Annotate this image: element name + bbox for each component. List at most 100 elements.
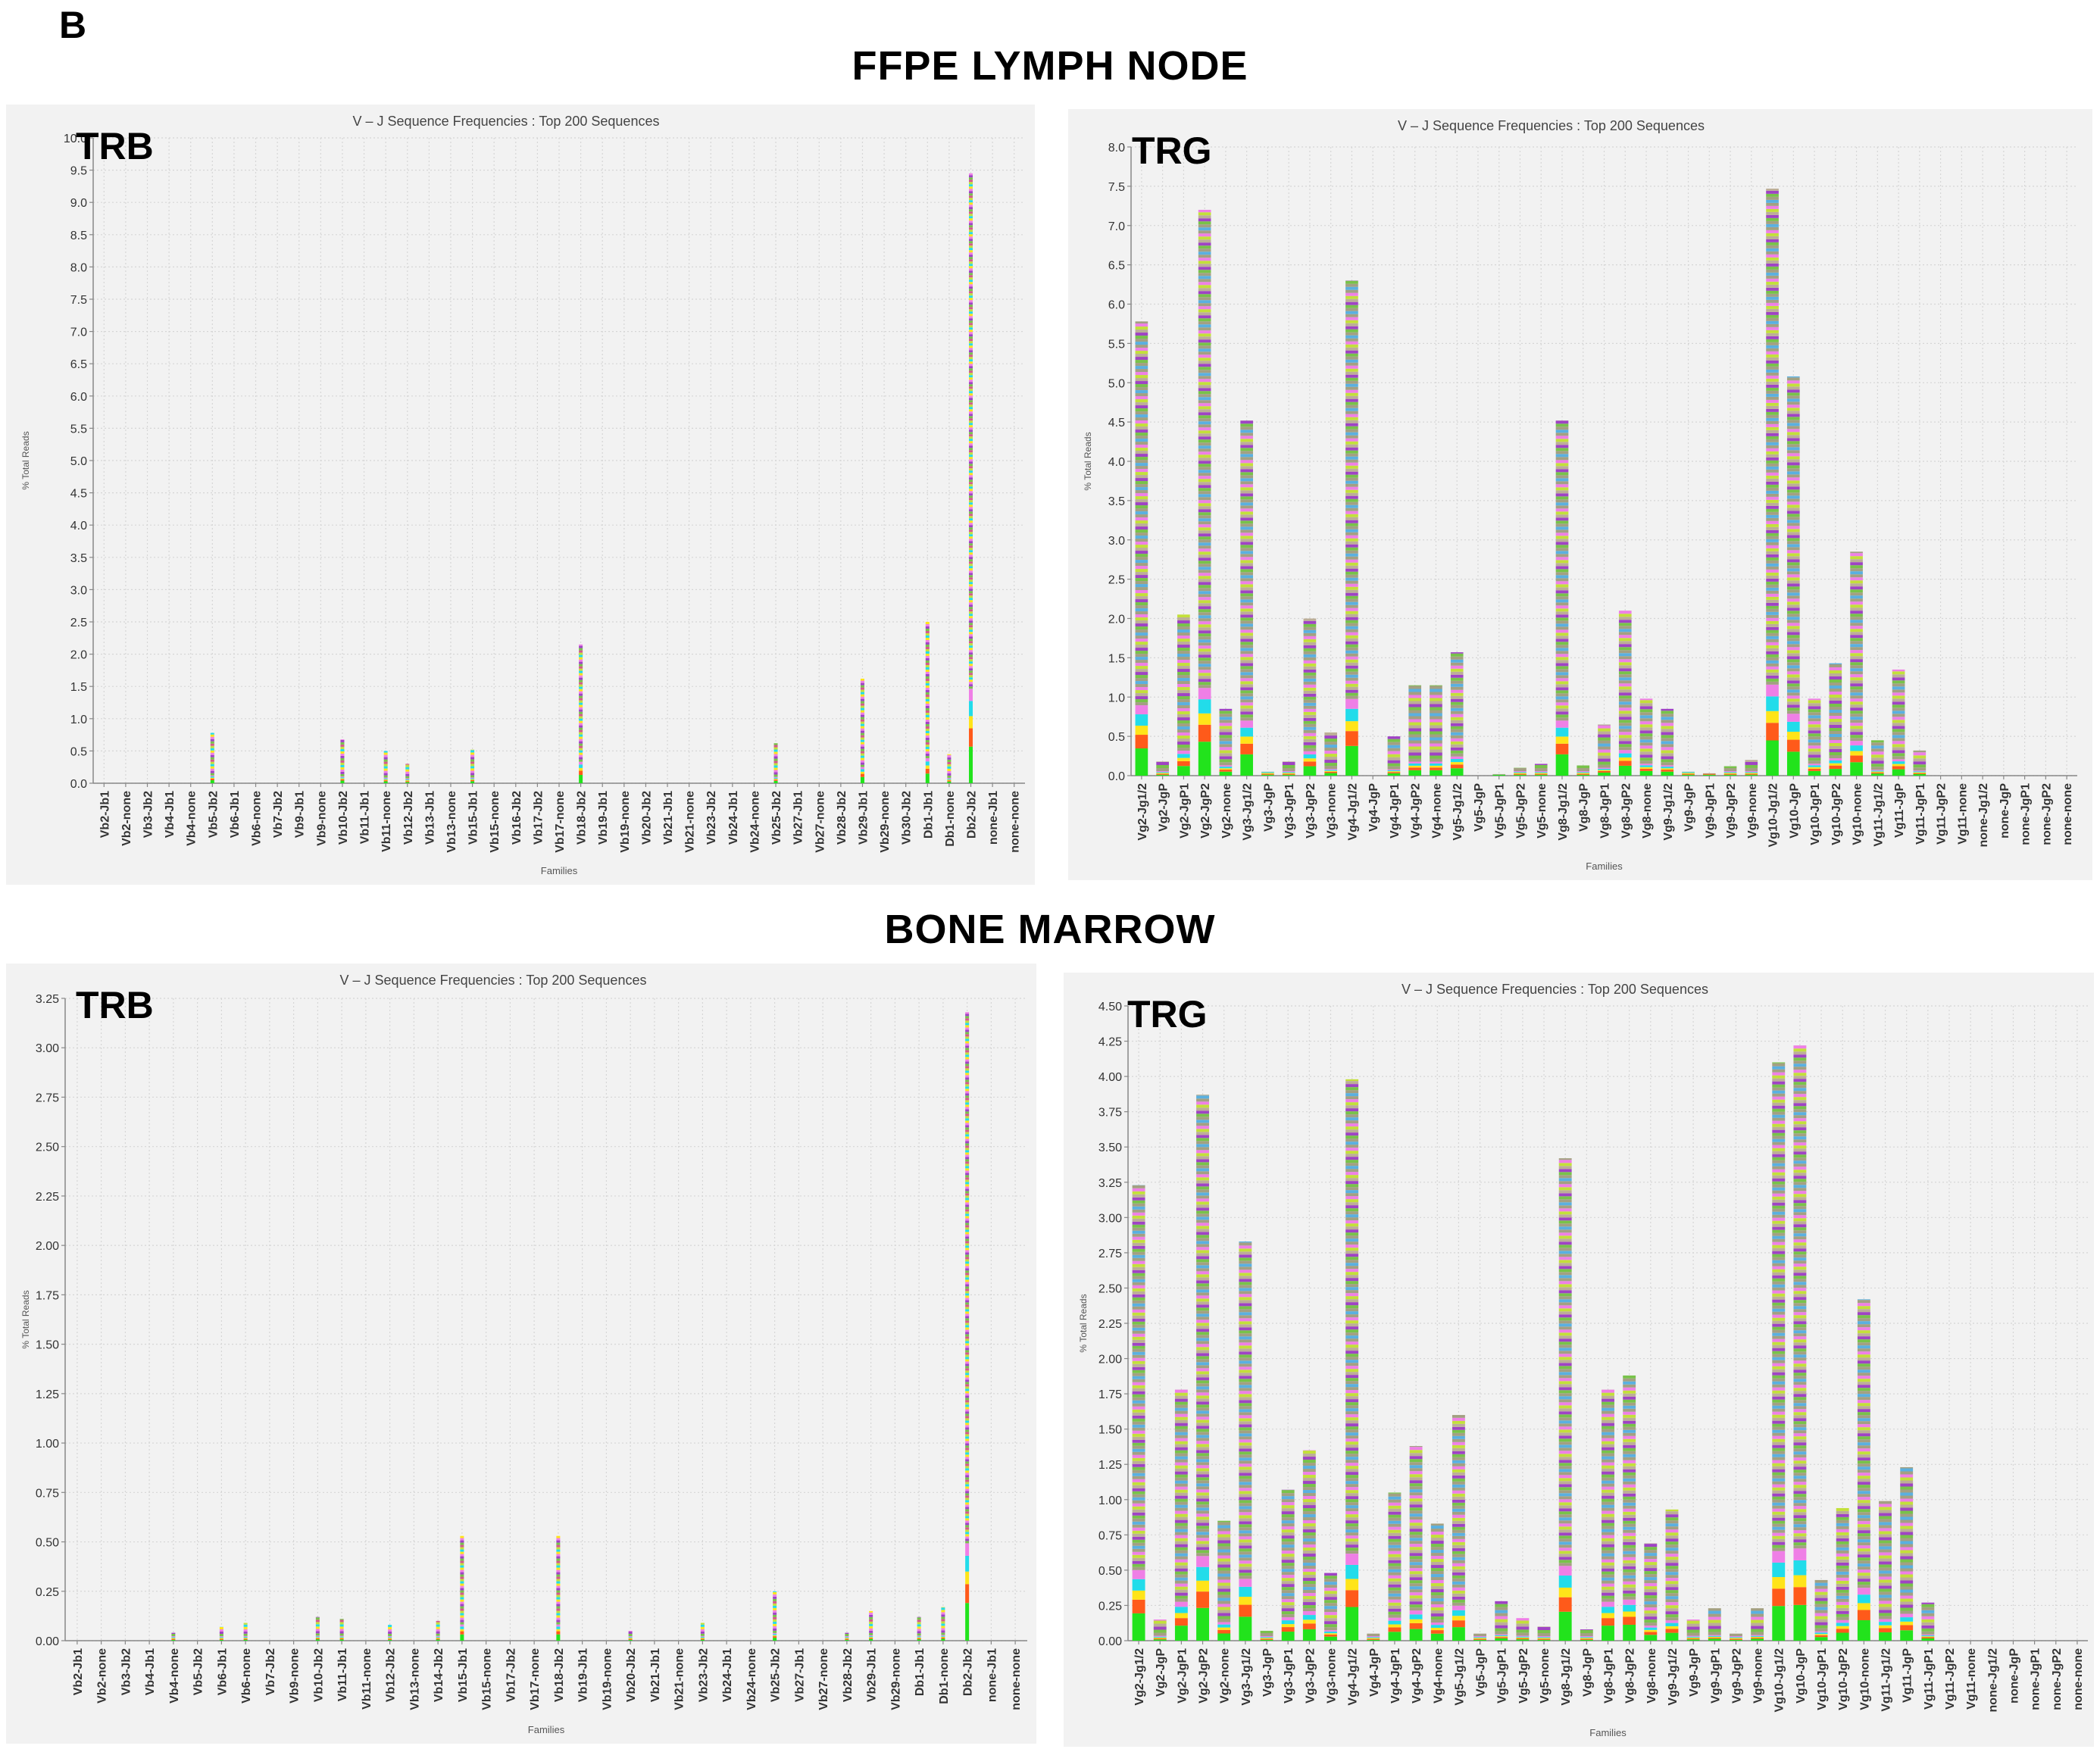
x-tick-label: Vb5-Jb2 [207,791,220,838]
x-tick-label: Vg3-Jg1/2 [1240,1648,1253,1706]
y-tick-label: 2.00 [1098,1354,1122,1366]
x-tick-label: Vb2-Jb1 [98,791,111,838]
x-tick-label: Vb27-none [817,1648,830,1710]
bar-Vb10-Jb2 [340,739,345,783]
x-tick-label: Db1-Jb1 [914,1648,927,1696]
bar-Vg8-Jg1/2 [1558,1158,1572,1641]
y-tick-label: 10.0 [64,133,87,145]
y-tick-label: 0.75 [36,1487,59,1500]
bar-Vb29-Jb1 [869,1610,873,1641]
x-tick-label: Vg11-JgP2 [1936,783,1948,845]
y-tick-label: 1.50 [1098,1424,1122,1437]
bar-Vg9-none [1745,760,1758,776]
x-tick-label: Db1-none [944,791,957,847]
y-tick-label: 2.00 [36,1240,59,1253]
x-tick-label: Vg5-JgP2 [1517,1648,1530,1704]
y-tick-label: 8.0 [1108,142,1125,155]
bar-Vg10-JgP1 [1814,1579,1828,1641]
chart-svg: 0.0 0.5 1.0 1.5 2.0 2.5 3.0 3.5 4.0 4.5 5.0 5.5 6.0 6… [6,105,1035,885]
x-tick-label: Db2-Jb2 [962,1648,975,1696]
x-tick-label: Vg3-JgP1 [1283,1648,1295,1704]
x-tick-label: Vg3-none [1325,1648,1338,1704]
chart-tag: TRB [76,984,154,1026]
chart-tag: TRG [1132,130,1212,172]
x-tick-label: Vg8-Jg1/2 [1560,1648,1573,1706]
y-tick-label: 0.25 [36,1586,59,1599]
bar-Vg3-JgP2 [1303,618,1317,776]
chart-svg: 0.00 0.25 0.50 0.75 1.00 1.25 1.50 1.75 2.00 2.25… [6,964,1036,1744]
bar-Vg10-Jg1/2 [1772,1062,1786,1641]
x-tick-label: Vb6-Jb1 [229,791,242,838]
x-tick-label: Vg2-Jg1/2 [1136,783,1149,841]
bar-Vg4-JgP2 [1409,1446,1423,1641]
x-tick-label: Vb18-Jb2 [576,791,589,845]
x-tick-label: Vg8-JgP2 [1620,783,1633,839]
y-axis-label: % Total Reads [20,1290,31,1348]
x-tick-label: Vg2-JgP [1158,783,1170,832]
bar-Vg9-JgP1 [1708,1608,1721,1641]
y-tick-label: 5.0 [1108,377,1125,390]
y-tick-label: 0.5 [1108,731,1125,744]
bar-Vg2-JgP2 [1198,210,1211,776]
y-tick-label: 3.0 [1108,535,1125,548]
bar-Vg2-none [1217,1520,1231,1641]
bar-Db1-none [941,1607,945,1641]
x-tick-label: Vg9-none [1752,1648,1765,1704]
bar-Vg4-JgP1 [1388,1492,1402,1641]
bar-Db1-none [947,754,952,783]
x-tick-label: Vb13-Jb1 [423,791,436,845]
bar-Vg8-JgP1 [1598,724,1611,776]
x-tick-label: Vb21-Jb1 [662,791,675,845]
x-tick-label: Vg4-none [1430,783,1443,839]
x-tick-label: Vb17-Jb2 [532,791,545,845]
x-tick-label: Vb27-Jb1 [792,791,805,845]
bar-Vg5-Jg1/2 [1452,1415,1465,1641]
x-tick-label: none-none [1009,791,1022,853]
chart-svg: 0.0 0.5 1.0 1.5 2.0 2.5 3.0 3.5 4.0 4.5 5.0 5.5 6.0 6… [1068,109,2092,880]
y-tick-label: 7.5 [1108,181,1125,194]
x-tick-label: Vb4-Jb1 [144,1648,157,1695]
x-tick-label: Vg5-JgP2 [1514,783,1527,839]
x-tick-label: Vb5-Jb2 [192,1648,205,1695]
x-tick-label: Vb23-Jb2 [705,791,718,845]
bar-Vg8-JgP2 [1623,1375,1636,1641]
x-tick-label: Vb20-Jb2 [640,791,653,845]
y-tick-label: 6.5 [1108,260,1125,273]
x-tick-label: Vb21-none [684,791,697,853]
bar-Vb6-none [243,1623,248,1641]
chart-title: V – J Sequence Frequencies : Top 200 Seq… [1398,118,1705,133]
x-tick-label: Vg4-JgP [1368,1648,1381,1697]
y-tick-label: 1.0 [70,714,87,726]
y-tick-label: 2.25 [36,1191,59,1204]
y-tick-label: 1.0 [1108,692,1125,704]
x-tick-label: Vb11-Jb1 [359,791,372,844]
bar-Vg8-JgP [1577,765,1590,776]
bar-Vg5-Jg1/2 [1450,652,1464,776]
x-axis-label: Families [528,1724,565,1735]
bar-Vg5-JgP [1473,1633,1487,1641]
x-tick-label: Vg8-Jg1/2 [1557,783,1570,841]
x-tick-label: Vb2-Jb1 [72,1648,85,1695]
x-tick-label: Vb24-none [748,791,761,853]
y-tick-label: 2.75 [36,1092,59,1104]
x-tick-label: Vg3-JgP2 [1304,1648,1317,1704]
y-tick-label: 4.25 [1098,1036,1122,1049]
x-tick-label: none-JgP2 [2040,783,2053,845]
x-tick-label: Vg4-JgP1 [1389,1648,1402,1704]
x-tick-label: none-none [2072,1648,2085,1710]
x-tick-label: Vb29-none [889,1648,902,1710]
x-tick-label: Vb10-Jb2 [312,1648,325,1702]
bar-Vg2-JgP2 [1196,1095,1209,1641]
section-title-bone-marrow: BONE MARROW [884,907,1216,952]
y-tick-label: 1.5 [1108,652,1125,665]
y-tick-label: 5.5 [1108,338,1125,351]
bar-Vb15-Jb1 [470,749,475,783]
x-tick-label: Vg8-none [1641,783,1654,839]
y-tick-label: 0.25 [1098,1600,1122,1613]
bar-Vg8-JgP [1580,1629,1593,1641]
x-tick-label: Vg5-none [1539,1648,1552,1704]
bar-Vg4-JgP [1367,1633,1380,1641]
x-tick-label: Vg9-JgP2 [1725,783,1738,839]
y-axis-label: % Total Reads [1078,1294,1089,1352]
bar-Vg2-JgP [1153,1619,1167,1641]
